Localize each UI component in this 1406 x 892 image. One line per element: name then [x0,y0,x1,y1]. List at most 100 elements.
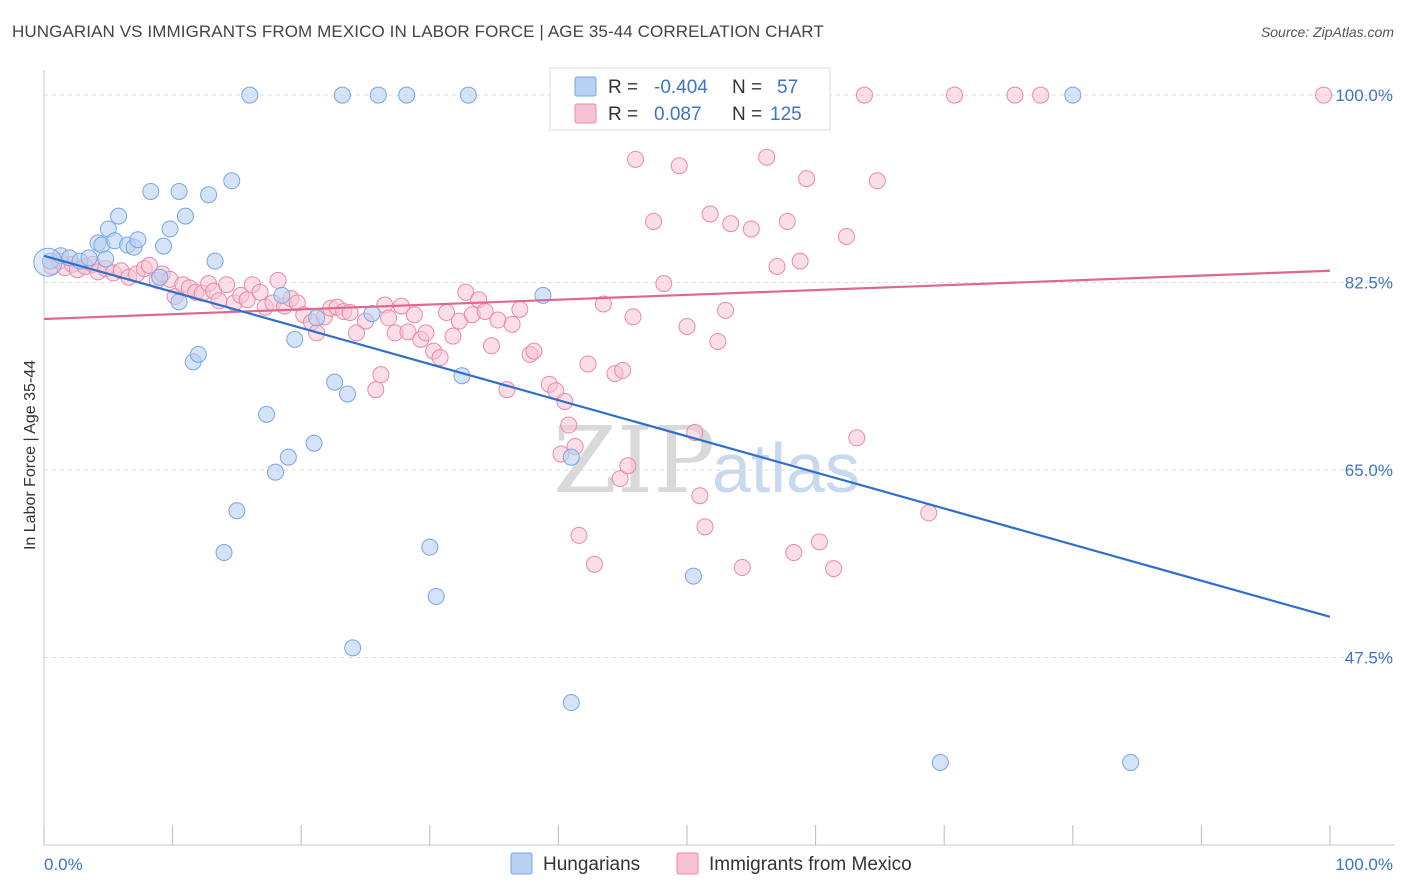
hungarian-point [562,694,580,712]
trend-lines [43,254,1331,618]
mexico-point [810,533,828,551]
mexico-point [791,252,809,270]
legend-box: R = -0.404 N = 57 R = 0.087 N = 125 [549,67,831,131]
mexico-point [778,212,796,230]
mexico-point [742,220,760,238]
hungarian-point [333,86,351,104]
mexico-point [701,205,719,223]
mexico-point [372,366,390,384]
mexico-point [709,332,727,350]
hungarian-point [326,373,344,391]
legend-swatch-blue [574,76,597,97]
legend-r-label: R = [608,104,638,125]
mexico-point [696,518,714,536]
hungarian-point [80,249,98,267]
mexico-point [525,342,543,360]
hungarian-point [1064,86,1082,104]
mexico-point [399,323,417,341]
hungarian-point [129,231,147,249]
hungarian-point [338,385,356,403]
hungarian-point [931,754,949,772]
hungarian-point [427,587,445,605]
axes [43,70,1395,846]
hungarian-point [305,434,323,452]
mexico-point [380,309,398,327]
mexico-point [1315,86,1333,104]
mexico-point [848,429,866,447]
mexico-point [733,559,751,577]
hungarian-point [363,305,381,323]
bottom-legend-swatch-blue [510,852,533,875]
hungarian-point [279,448,297,466]
mexico-point [238,291,256,309]
mexico-point [691,487,709,505]
x-tick-label: 100.0% [1335,855,1393,874]
y-tick-label: 65.0% [1345,461,1393,480]
x-tick-label: 0.0% [44,855,83,874]
hungarian-point [155,237,173,255]
hungarian-point [97,250,115,268]
mexico-point [417,324,435,342]
hungarian-point [170,182,188,200]
y-tick-label: 82.5% [1345,274,1393,293]
mexico-point [945,86,963,104]
hungarian-point [459,86,477,104]
y-axis-title: In Labor Force | Age 35-44 [22,360,39,550]
mexico-point [1032,86,1050,104]
mexico-point [585,555,603,573]
mexico-point [825,560,843,578]
mexico-point [444,327,462,345]
mexico-point [920,504,938,522]
watermark-atlas: atlas [712,429,860,507]
mexico-trend-line [43,269,1331,321]
mexico-point [594,295,612,313]
y-tick-label: 47.5% [1345,649,1393,668]
mexico-point [218,276,236,294]
bottom-legend-swatch-pink [676,852,699,875]
mexico-point [619,457,637,475]
hungarian-point [176,207,194,225]
mexico-point [624,308,642,326]
watermark: ZIP atlas [553,407,860,514]
hungarian-trend-line [43,254,1331,618]
hungarian-point [344,639,362,657]
hungarian-point [241,86,259,104]
hungarian-point [266,463,284,481]
hungarian-point [273,286,291,304]
hungarian-point [684,567,702,585]
bottom-legend-mexico: Immigrants from Mexico [709,854,912,875]
hungarian-point [228,502,246,520]
y-tick-label: 100.0% [1335,86,1393,105]
mexico-point [347,324,365,342]
mexico-point [717,301,735,319]
legend-r-label: R = [608,77,638,98]
mexico-point [855,86,873,104]
hungarian-point [189,345,207,363]
gridlines [44,94,1395,659]
hungarian-point [286,330,304,348]
chart-title: HUNGARIAN VS IMMIGRANTS FROM MEXICO IN L… [12,22,824,41]
mexico-point [868,172,886,190]
hungarian-point [1122,754,1140,772]
legend-n-label: N = [732,104,762,125]
mexico-point [579,355,597,373]
mexico-point [722,215,740,233]
mexico-point [511,300,529,318]
mexico-point [614,361,632,379]
hungarian-point [398,86,416,104]
mexico-point [431,349,449,367]
hungarian-point [421,538,439,556]
mexico-point [503,315,521,333]
legend-n-label: N = [732,77,762,98]
mexico-point [140,256,158,274]
mexico-point [611,470,629,488]
tick-labels: 100.0% 82.5% 65.0% 47.5% 0.0% 100.0% [44,86,1393,874]
mexico-point [785,544,803,562]
hungarian-point [308,309,326,327]
bottom-legend-hungarians: Hungarians [543,854,640,875]
mexico-point [560,416,578,434]
legend-n-value: 125 [770,104,802,125]
mexico-point [570,526,588,544]
mexico-point [627,150,645,168]
